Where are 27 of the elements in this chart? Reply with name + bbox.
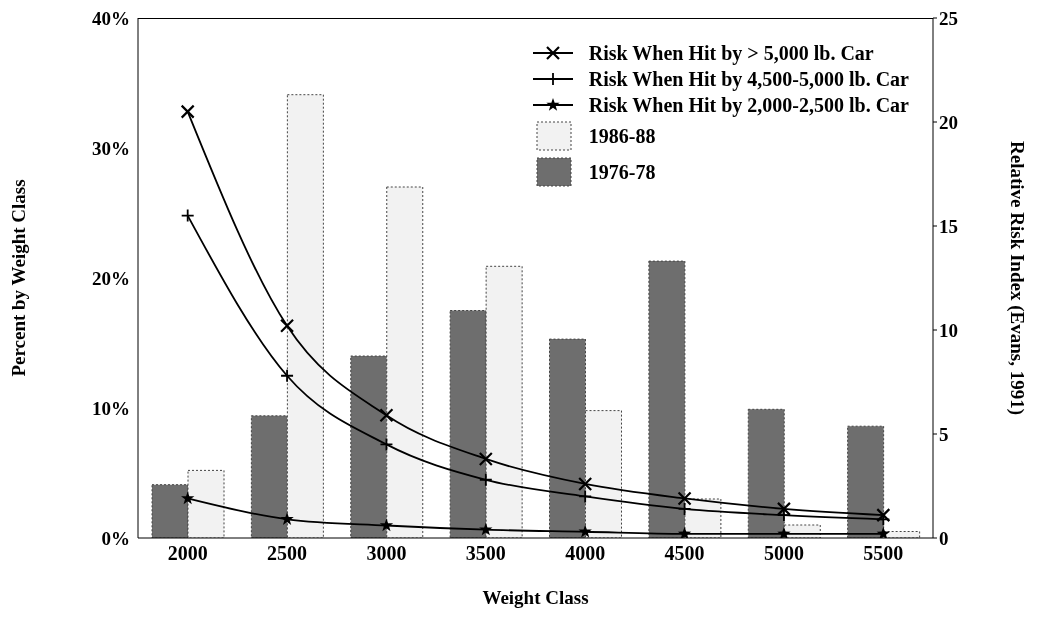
y-tick-label: 30% (92, 137, 130, 159)
y2-tick-label: 10 (939, 319, 958, 341)
y-tick-label: 20% (92, 267, 130, 289)
y-tick-label: 0% (101, 527, 130, 549)
x-axis-title: Weight Class (482, 587, 589, 608)
y-tick-label: 10% (92, 397, 130, 419)
y2-axis-title: Relative Risk Index (Evans, 1991) (1006, 141, 1029, 415)
x-tick-label: 4000 (565, 542, 606, 565)
legend-label: Risk When Hit by 4,500-5,000 lb. Car (588, 67, 909, 91)
legend-label: 1976-78 (588, 160, 656, 184)
y-tick-label: 40% (92, 7, 130, 29)
y2-tick-label: 5 (939, 423, 949, 445)
x-tick-label: 2500 (267, 542, 308, 565)
legend-label: Risk When Hit by > 5,000 lb. Car (588, 41, 874, 65)
y2-tick-label: 15 (939, 215, 958, 237)
y2-tick-label: 20 (939, 111, 958, 133)
legend-label: 1986-88 (588, 124, 656, 148)
x-tick-label: 4500 (664, 542, 705, 565)
y2-tick-label: 25 (939, 7, 958, 29)
x-tick-label: 5500 (863, 542, 904, 565)
x-tick-label: 3500 (465, 542, 506, 565)
x-tick-label: 2000 (167, 542, 208, 565)
y2-tick-label: 0 (939, 527, 949, 549)
legend-label: Risk When Hit by 2,000-2,500 lb. Car (588, 93, 909, 117)
x-tick-label: 3000 (366, 542, 407, 565)
y-axis-title: Percent by Weight Class (7, 179, 29, 377)
x-tick-label: 5000 (763, 542, 804, 565)
